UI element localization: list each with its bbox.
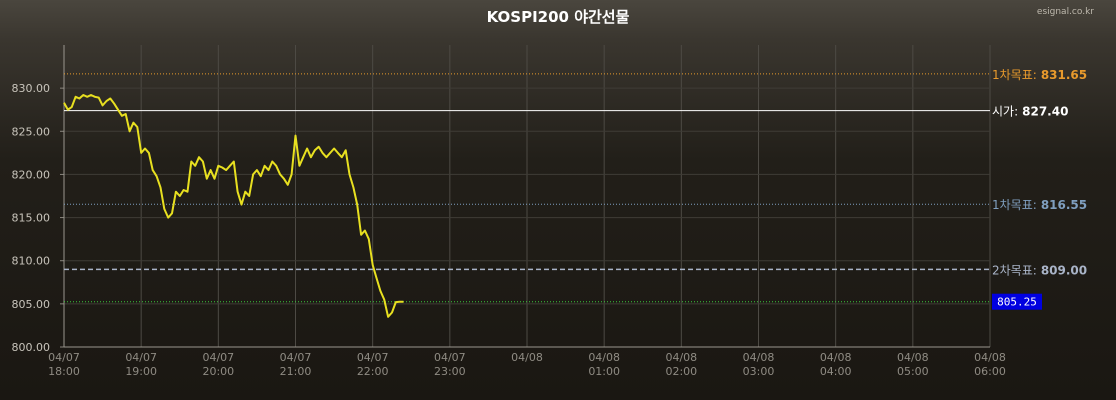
x-tick-time-4: 22:00 <box>357 365 389 378</box>
reference-label-809-00: 2차목표: 809.00 <box>992 263 1087 277</box>
x-tick-time-8: 02:00 <box>665 365 697 378</box>
chart-title: KOSPI200 야간선물 <box>487 8 630 26</box>
x-tick-time-9: 03:00 <box>743 365 775 378</box>
reference-label-value-2: 816.55 <box>1041 198 1087 212</box>
reference-label-831-65: 1차목표: 831.65 <box>992 68 1087 82</box>
reference-label-text-3: 2차목표: <box>992 263 1037 277</box>
x-tick-date-12: 04/08 <box>974 351 1006 364</box>
x-tick-date-5: 04/07 <box>434 351 466 364</box>
y-tick-820-00: 820.00 <box>12 168 51 181</box>
x-tick-time-2: 20:00 <box>202 365 234 378</box>
axes <box>60 45 990 348</box>
x-tick-time-3: 21:00 <box>280 365 312 378</box>
y-tick-810-00: 810.00 <box>12 255 51 268</box>
x-tick-date-9: 04/08 <box>743 351 775 364</box>
reference-label-text-1: 시가: <box>992 105 1018 119</box>
x-tick-time-5: 23:00 <box>434 365 466 378</box>
x-tick-time-0: 18:00 <box>48 365 80 378</box>
reference-label-value-0: 831.65 <box>1041 68 1087 82</box>
y-tick-805-00: 805.00 <box>12 298 51 311</box>
current-price-value: 805.25 <box>997 296 1037 309</box>
reference-label-text-0: 1차목표: <box>992 68 1037 82</box>
reference-label-value-3: 809.00 <box>1041 263 1087 277</box>
series-layer <box>63 94 404 318</box>
y-tick-815-00: 815.00 <box>12 212 51 225</box>
reference-label-816-55: 1차목표: 816.55 <box>992 198 1087 212</box>
x-tick-date-11: 04/08 <box>897 351 929 364</box>
reference-label-827-40: 시가: 827.40 <box>992 105 1068 119</box>
labels: 04/0718:0004/0719:0004/0720:0004/0721:00… <box>12 68 1088 378</box>
x-tick-date-10: 04/08 <box>820 351 852 364</box>
x-tick-date-0: 04/07 <box>48 351 80 364</box>
reference-lines <box>64 73 990 303</box>
x-tick-time-11: 05:00 <box>897 365 929 378</box>
x-tick-date-2: 04/07 <box>202 351 234 364</box>
brand-label[interactable]: esignal.co.kr <box>1037 7 1094 17</box>
reference-label-value-1: 827.40 <box>1022 105 1068 119</box>
x-tick-date-7: 04/08 <box>588 351 620 364</box>
x-tick-date-1: 04/07 <box>125 351 157 364</box>
x-tick-date-3: 04/07 <box>280 351 312 364</box>
y-tick-830-00: 830.00 <box>12 82 51 95</box>
y-tick-825-00: 825.00 <box>12 125 51 138</box>
reference-label-text-2: 1차목표: <box>992 198 1037 212</box>
current-price-badge <box>992 293 1042 310</box>
x-tick-date-4: 04/07 <box>357 351 389 364</box>
y-tick-800-00: 800.00 <box>12 341 51 354</box>
price-line <box>63 94 404 318</box>
x-tick-time-12: 06:00 <box>974 365 1006 378</box>
x-tick-time-7: 01:00 <box>588 365 620 378</box>
x-tick-time-10: 04:00 <box>820 365 852 378</box>
x-tick-date-6: 04/08 <box>511 351 543 364</box>
x-tick-time-1: 19:00 <box>125 365 157 378</box>
x-tick-date-8: 04/08 <box>665 351 697 364</box>
